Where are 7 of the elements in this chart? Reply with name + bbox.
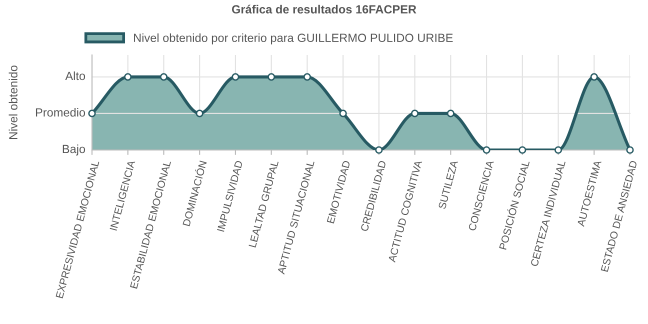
- chart-title: Gráfica de resultados 16FACPER: [232, 4, 416, 14]
- x-tick-label: LEALTAD GRUPAL: [248, 160, 279, 248]
- text: Bajo: [62, 144, 86, 156]
- legend-label: Nivel obtenido por criterio para GUILLERMO PULIDO URIBE: [134, 33, 453, 44]
- y-axis-title: Nivel obtenido: [8, 66, 18, 139]
- text: Promedio: [36, 108, 86, 117]
- text: Alto: [65, 71, 86, 80]
